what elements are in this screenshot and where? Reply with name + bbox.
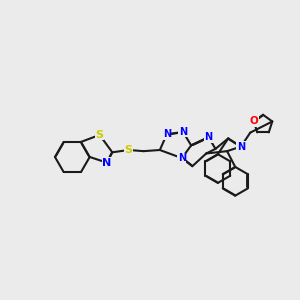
Text: S: S (124, 145, 133, 155)
Text: N: N (179, 127, 187, 137)
Text: O: O (249, 116, 258, 127)
Text: S: S (96, 130, 104, 140)
Text: N: N (205, 132, 213, 142)
Text: N: N (237, 142, 245, 152)
Text: N: N (103, 158, 112, 168)
Text: N: N (178, 153, 186, 163)
Text: N: N (163, 129, 171, 139)
